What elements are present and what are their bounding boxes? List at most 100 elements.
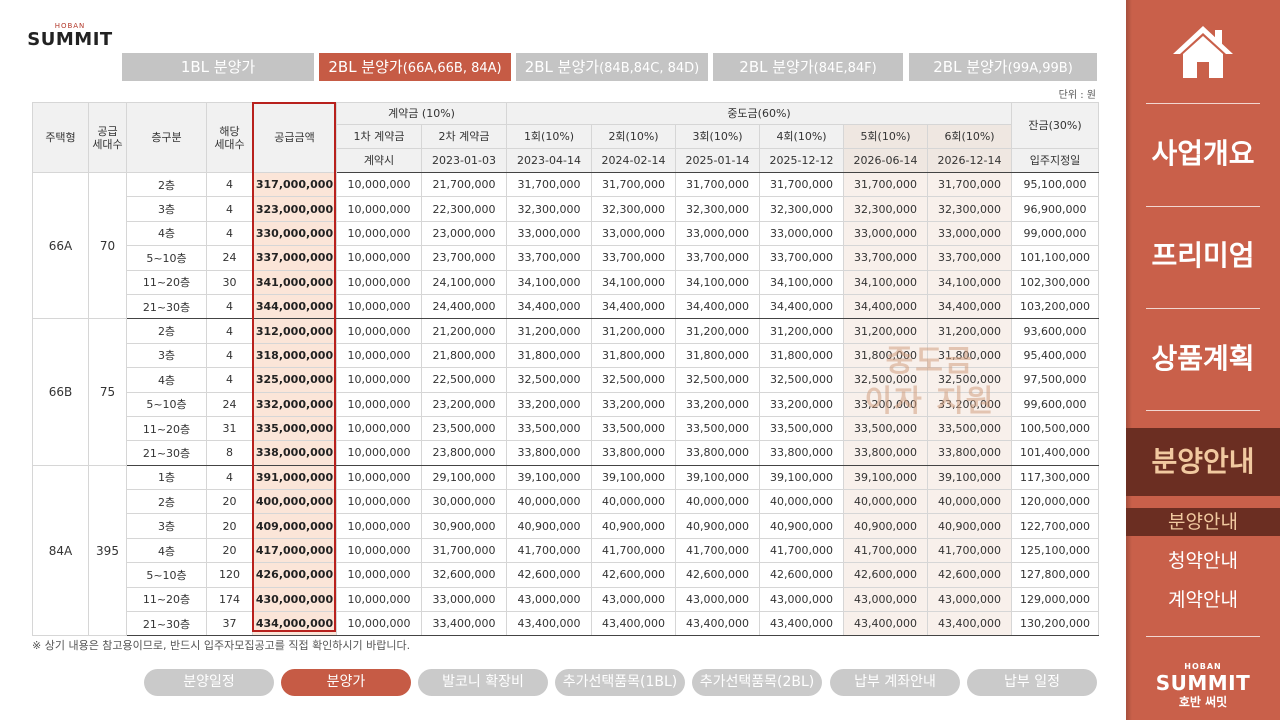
header-balance-date: 입주지정일 <box>1011 148 1100 173</box>
btab-balcony[interactable]: 발코니 확장비 <box>418 669 548 696</box>
cell-deposit-2: 21,200,000 <box>420 318 508 344</box>
btab-payment-account[interactable]: 납부 계좌안내 <box>830 669 960 696</box>
cell-middle-5: 33,800,000 <box>843 440 929 466</box>
cell-floor: 1층 <box>126 464 207 491</box>
cell-deposit-2: 33,400,000 <box>420 611 508 637</box>
cell-middle-2: 41,700,000 <box>591 537 677 564</box>
cell-balance: 117,300,000 <box>1011 464 1100 491</box>
sidebar-sub-contract[interactable]: 계약안내 <box>1168 589 1238 611</box>
tab-2bl-84e[interactable]: 2BL 분양가(84E,84F) <box>713 53 903 81</box>
cell-deposit-2: 30,000,000 <box>420 489 508 515</box>
cell-units: 4 <box>206 293 253 320</box>
cell-balance: 97,500,000 <box>1011 367 1100 393</box>
cell-floor: 2층 <box>126 171 207 198</box>
cell-middle-6: 33,500,000 <box>927 415 1013 442</box>
btab-payment-schedule[interactable]: 납부 일정 <box>967 669 1097 696</box>
cell-supply: 70 <box>88 171 127 320</box>
header-deposit-1: 1차 계약금 <box>336 124 422 149</box>
cell-floor: 3층 <box>126 342 207 369</box>
cell-middle-6: 33,200,000 <box>927 391 1013 417</box>
cell-units: 37 <box>206 611 253 637</box>
cell-middle-2: 31,200,000 <box>591 318 677 344</box>
header-middle-round: 6회(10%) <box>927 124 1013 149</box>
cell-floor: 2층 <box>126 489 207 515</box>
cell-middle-3: 31,700,000 <box>675 171 761 198</box>
cell-middle-4: 42,600,000 <box>759 562 845 588</box>
table-row: 11~20층 174 430,000,000 10,000,000 33,000,000… <box>33 586 1100 613</box>
cell-middle-4: 40,900,000 <box>759 513 845 539</box>
cell-middle-3: 41,700,000 <box>675 537 761 564</box>
sidebar-sub-subscription[interactable]: 청약안내 <box>1168 550 1238 572</box>
cell-price: 312,000,000 <box>252 318 337 344</box>
cell-units: 4 <box>206 171 253 198</box>
cell-middle-4: 34,400,000 <box>759 293 845 320</box>
header-balance: 잔금(30%) <box>1011 102 1100 149</box>
sidebar-item-overview[interactable]: 사업개요 <box>1151 137 1255 170</box>
cell-supply: 395 <box>88 464 127 637</box>
cell-deposit-2: 21,800,000 <box>420 342 508 369</box>
header-type: 주택형 <box>32 102 89 173</box>
table-row: 11~20층 30 341,000,000 10,000,000 24,100,000 3… <box>33 269 1100 295</box>
cell-balance: 95,400,000 <box>1011 342 1100 369</box>
cell-balance: 99,000,000 <box>1011 220 1100 247</box>
cell-deposit-2: 24,100,000 <box>420 269 508 295</box>
cell-deposit-1: 10,000,000 <box>336 220 422 247</box>
cell-balance: 127,800,000 <box>1011 562 1100 588</box>
tab-1bl[interactable]: 1BL 분양가 <box>122 53 314 81</box>
cell-middle-5: 33,200,000 <box>843 391 929 417</box>
cell-units: 8 <box>206 440 253 466</box>
cell-price: 325,000,000 <box>252 367 337 393</box>
sidebar-divider <box>1146 206 1260 207</box>
cell-units: 20 <box>206 513 253 539</box>
btab-options-2bl[interactable]: 추가선택품목(2BL) <box>692 669 822 696</box>
cell-deposit-1: 10,000,000 <box>336 171 422 198</box>
cell-middle-3: 32,300,000 <box>675 196 761 222</box>
logo-top-big: SUMMIT <box>27 29 113 50</box>
cell-middle-5: 33,700,000 <box>843 245 929 271</box>
table-row: 66A 70 2층 4 317,000,000 10,000,000 21,700,000 3… <box>32 171 1100 320</box>
tab-2bl-66a[interactable]: 2BL 분양가(66A,66B, 84A) <box>319 53 511 81</box>
header-middle-date: 2026-12-14 <box>927 148 1013 173</box>
cell-price: 391,000,000 <box>252 464 337 491</box>
cell-deposit-1: 10,000,000 <box>336 269 422 295</box>
tab-label: 2BL 분양가 <box>524 58 600 76</box>
unit-label: 단위 : 원 <box>1058 90 1096 101</box>
logo-bottom: HOBAN SUMMIT 호반 써밋 <box>1126 662 1280 710</box>
cell-middle-1: 31,800,000 <box>506 342 593 369</box>
cell-middle-1: 32,500,000 <box>506 367 593 393</box>
cell-price: 341,000,000 <box>252 269 337 295</box>
tab-2bl-99a[interactable]: 2BL 분양가(99A,99B) <box>909 53 1097 81</box>
btab-schedule[interactable]: 분양일정 <box>144 669 274 696</box>
cell-floor: 11~20층 <box>126 415 207 442</box>
cell-middle-1: 33,700,000 <box>506 245 593 271</box>
cell-price: 330,000,000 <box>252 220 337 247</box>
cell-middle-2: 34,100,000 <box>591 269 677 295</box>
sidebar: 사업개요 프리미엄 상품계획 분양안내 분양안내 청약안내 계약안내 HOBAN… <box>1126 0 1280 720</box>
home-icon[interactable] <box>1171 22 1235 82</box>
cell-floor: 3층 <box>126 513 207 539</box>
cell-units: 30 <box>206 269 253 295</box>
cell-middle-6: 43,400,000 <box>927 611 1013 637</box>
sidebar-item-premium[interactable]: 프리미엄 <box>1151 239 1255 272</box>
cell-middle-6: 32,300,000 <box>927 196 1013 222</box>
cell-middle-3: 39,100,000 <box>675 464 761 491</box>
sidebar-item-product[interactable]: 상품계획 <box>1151 342 1255 375</box>
cell-balance: 95,100,000 <box>1011 171 1100 198</box>
btab-price[interactable]: 분양가 <box>281 669 411 696</box>
cell-middle-1: 43,400,000 <box>506 611 593 637</box>
tab-2bl-84b[interactable]: 2BL 분양가(84B,84C, 84D) <box>516 53 708 81</box>
cell-floor: 21~30층 <box>126 440 207 466</box>
btab-options-1bl[interactable]: 추가선택품목(1BL) <box>555 669 685 696</box>
sidebar-sub-sales-info[interactable]: 분양안내 <box>1126 508 1280 536</box>
cell-deposit-1: 10,000,000 <box>336 196 422 222</box>
cell-balance: 96,900,000 <box>1011 196 1100 222</box>
cell-middle-3: 42,600,000 <box>675 562 761 588</box>
cell-middle-2: 43,000,000 <box>591 586 677 613</box>
cell-deposit-1: 10,000,000 <box>336 513 422 539</box>
cell-middle-5: 33,000,000 <box>843 220 929 247</box>
sidebar-item-sales-info[interactable]: 분양안내 <box>1126 428 1280 496</box>
cell-middle-5: 40,900,000 <box>843 513 929 539</box>
header-floor: 층구분 <box>126 102 207 173</box>
table-row: 66B 75 2층 4 312,000,000 10,000,000 21,200,000 3… <box>32 318 1100 466</box>
cell-middle-5: 42,600,000 <box>843 562 929 588</box>
